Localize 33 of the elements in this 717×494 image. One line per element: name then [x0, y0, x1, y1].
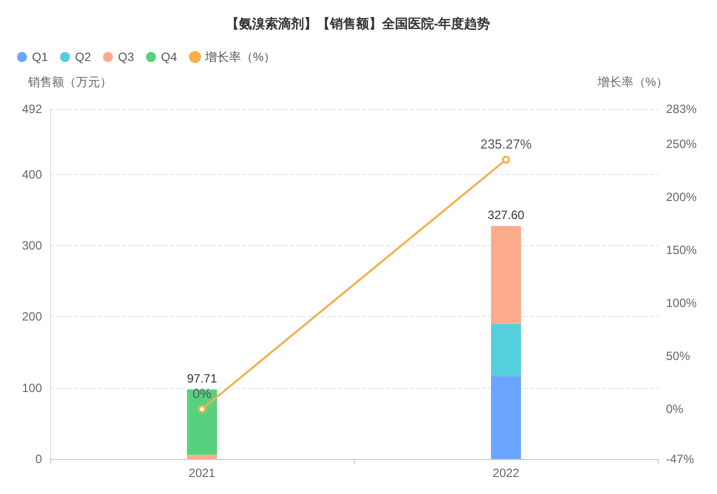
- bar: [187, 454, 217, 459]
- bar: [491, 376, 521, 459]
- bar: [187, 389, 217, 455]
- legend-label: Q1: [32, 50, 48, 64]
- y2-tick-label: 283%: [666, 102, 698, 116]
- data-label: 235.27%: [480, 136, 532, 152]
- legend-label: Q2: [75, 50, 92, 64]
- x-tick-label: 2021: [188, 466, 216, 480]
- y2-tick-label: 50%: [666, 349, 690, 364]
- bar: [491, 226, 521, 324]
- y2-tick-label: -47%: [666, 452, 694, 466]
- y-tick-label: 200: [22, 310, 42, 324]
- y-tick-label: 300: [22, 238, 42, 253]
- bar: [491, 324, 521, 376]
- y2-tick-label: 100%: [666, 296, 698, 310]
- y-tick-label: 492: [22, 102, 42, 116]
- chart-title: 【氨溴索滴剂】【销售额】全国医院-年度趋势: [226, 16, 490, 31]
- y2-tick-label: 200%: [666, 190, 698, 204]
- legend-label: Q3: [118, 50, 134, 64]
- y-axis-title: 销售额（万元）: [27, 75, 112, 89]
- y2-tick-label: 150%: [666, 243, 698, 258]
- data-label: 0%: [192, 386, 212, 402]
- y-tick-label: 100: [22, 380, 42, 395]
- y-tick-label: 0: [35, 452, 42, 466]
- x-tick-label: 2022: [492, 466, 520, 480]
- legend-label: 增长率（%）: [204, 50, 276, 64]
- y2-tick-label: 0%: [666, 402, 684, 416]
- y2-tick-label: 250%: [666, 137, 698, 151]
- total-label: 327.60: [488, 208, 525, 222]
- y2-axis-title: 增长率（%）: [596, 75, 668, 89]
- legend-label: Q4: [161, 50, 178, 64]
- total-label: 97.71: [186, 371, 218, 386]
- y-tick-label: 400: [22, 167, 42, 182]
